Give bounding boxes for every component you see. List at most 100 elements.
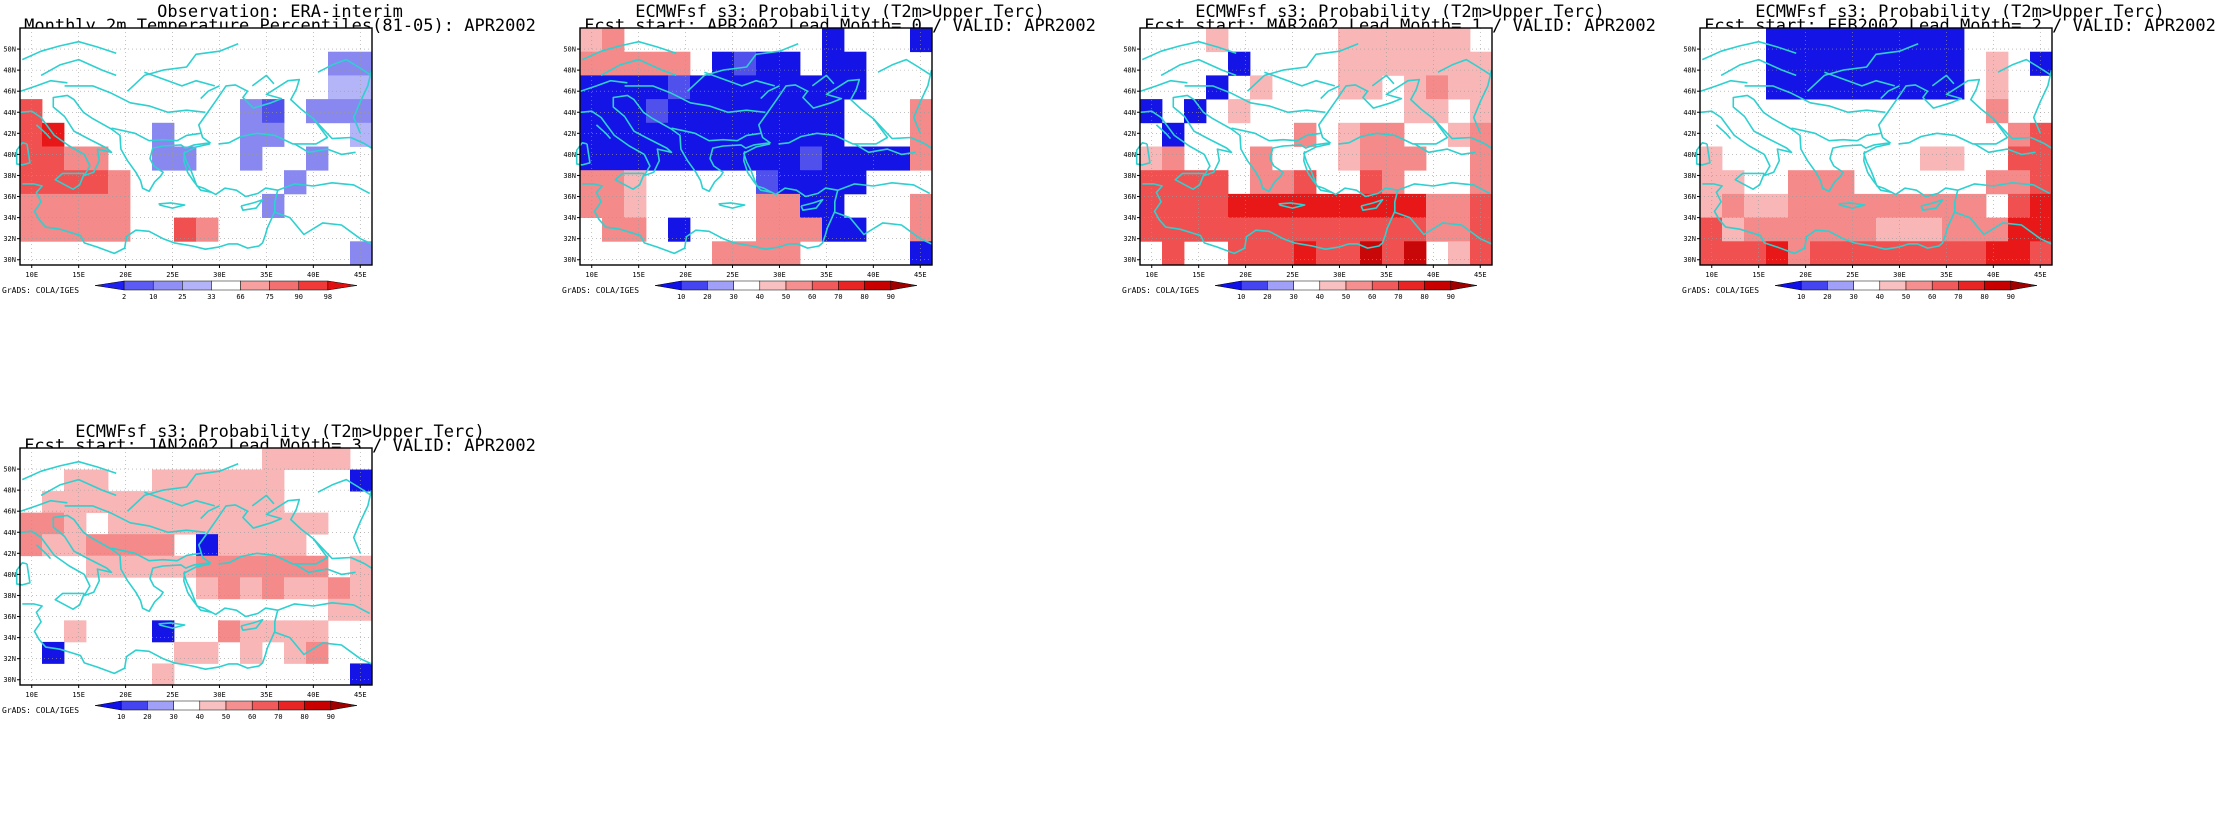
coastline [1720,58,1797,77]
coastline [854,143,916,156]
shaded-cell [1700,217,1723,242]
shaded-cell [1700,241,1723,266]
colorbar-segment [1984,280,2012,291]
map-svg: 10E 15E 20E 25E 30E 35E 40E 45E 30N 32N 34N 36N 38N 4… [1683,27,2053,301]
coastline [20,498,329,613]
lon-tick-label: 40E [307,271,320,279]
coastline [877,58,932,77]
coastline [624,85,766,114]
shaded-cell [1404,28,1427,53]
colorbar-tick-label: 20 [1823,293,1831,301]
shaded-cell [778,75,801,100]
shaded-cell [86,534,109,557]
lat-tick-label: 50N [3,466,16,474]
lat-tick-label: 32N [563,235,576,243]
panel-title-line1: Observation: ERA-interim [157,2,403,22]
colorbar-segment [2010,280,2038,291]
shaded-cell [174,555,197,578]
shaded-cell [196,641,219,664]
shaded-cell [778,99,801,124]
shaded-cell [910,193,933,218]
lat-tick-label: 30N [3,676,16,684]
shaded-cell [1316,193,1339,218]
lat-tick-label: 46N [1683,88,1696,96]
coastline [21,40,117,61]
shaded-cell [2030,193,2053,218]
shaded-cell [174,512,197,535]
shaded-cell [328,598,351,621]
shaded-cell [1140,170,1163,195]
shaded-cell [350,577,373,600]
lon-tick-label: 45E [354,271,367,279]
colorbar-tick-label: 70 [834,293,842,301]
shaded-cell [20,217,43,242]
coastline [811,74,835,87]
shaded-cell [1876,193,1899,218]
colorbar-segment [120,700,148,711]
lat-tick-label: 36N [563,193,576,201]
shaded-cell [756,193,779,218]
shaded-cell [668,146,691,171]
shaded-cell [756,146,779,171]
shaded-cell [690,146,713,171]
shaded-cell [778,193,801,218]
shaded-cell [1448,28,1471,53]
shaded-cell [1810,193,1833,218]
colorbar-tick-label: 40 [1876,293,1884,301]
lon-tick-label: 25E [1286,271,1299,279]
shaded-cell [1920,193,1943,218]
coastline [1394,211,1492,245]
coastline [1231,127,1321,142]
colorbar-tick-label: 60 [1368,293,1376,301]
shaded-cell [800,99,823,124]
shaded-cell [328,51,351,76]
shaded-cell [108,534,131,557]
lon-tick-label: 35E [1940,271,1953,279]
shaded-cell [1426,193,1449,218]
shaded-cell [86,193,109,218]
shaded-cell [1898,241,1921,266]
lon-tick-label: 15E [1752,271,1765,279]
shaded-cell [1250,146,1273,171]
lat-tick-label: 36N [3,193,16,201]
lon-tick-label: 40E [1427,271,1440,279]
lon-tick-label: 10E [25,271,38,279]
shaded-cell [240,491,263,514]
shaded-cell [152,469,175,492]
colorbar-segment [304,700,332,711]
shaded-cell [602,51,625,76]
lon-tick-label: 15E [72,271,85,279]
coastline [183,151,213,194]
lat-tick-label: 32N [1683,235,1696,243]
shaded-cell [1788,28,1811,53]
shaded-cell [218,555,241,578]
lat-tick-label: 38N [3,172,16,180]
shaded-cell [624,193,647,218]
lat-tick-label: 48N [563,67,576,75]
shaded-cell [1942,146,1965,171]
coastline [126,43,239,92]
colorbar-tick-label: 40 [196,713,204,721]
shaded-cell [1382,146,1405,171]
colorbar-segment [152,280,183,291]
shaded-cell [1360,217,1383,242]
shaded-cell [42,491,65,514]
lon-tick-label: 35E [820,271,833,279]
colorbar: 10 20 30 40 50 60 70 80 90 [1214,280,1478,301]
lon-tick-label: 20E [679,271,692,279]
shaded-cell [712,122,735,147]
coastline [1700,78,2009,193]
shaded-cell [1360,146,1383,171]
colorbar-tick-label: 90 [295,293,303,301]
shaded-cell [350,122,373,147]
colorbar-segment [147,700,174,711]
lat-tick-label: 40N [3,571,16,579]
coastline [1397,182,1491,195]
colorbar-segment [785,280,813,291]
coastline [743,151,773,194]
coastline [111,547,201,562]
shaded-cell [844,51,867,76]
lat-tick-label: 34N [1683,214,1696,222]
coastline [20,499,68,512]
colorbar-segment [94,700,122,711]
